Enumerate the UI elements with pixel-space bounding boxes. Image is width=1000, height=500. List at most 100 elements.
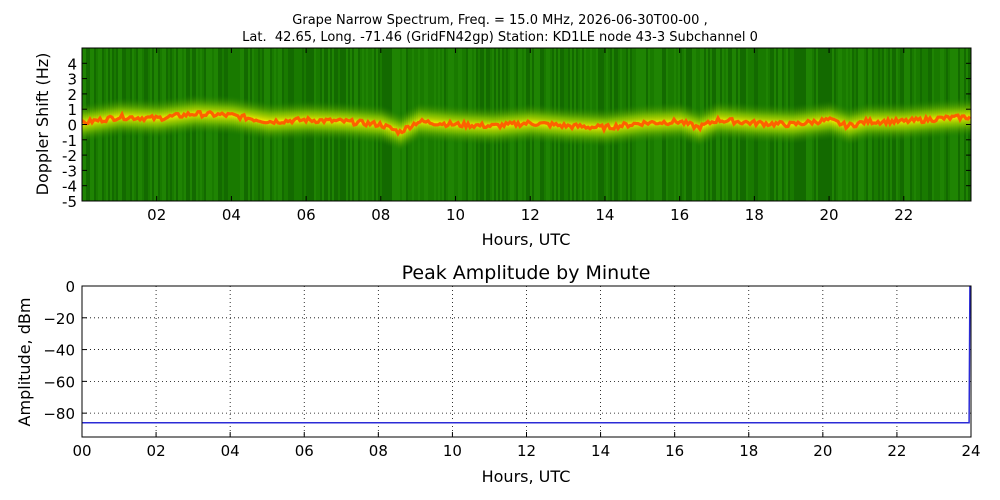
spectrogram-band-slice: [600, 107, 603, 148]
spectrogram-band-slice: [574, 106, 577, 147]
spectrogram-band-slice: [102, 99, 105, 140]
spectrogram-band-slice: [434, 102, 437, 143]
spectrogram-band-slice: [832, 100, 835, 141]
spectrogram-band-slice: [786, 104, 789, 145]
spectrogram-band-slice: [872, 101, 875, 142]
amplitude-x-tick-label: 12: [517, 442, 536, 460]
spectrogram-band-slice: [266, 101, 269, 141]
spectrogram-x-tick-label: 02: [147, 206, 166, 224]
amplitude-x-tick-label: 06: [295, 442, 314, 460]
spectrogram-band-slice: [666, 102, 669, 142]
spectrogram-y-tick-label: 0: [67, 117, 77, 135]
spectrogram-x-tick-label: 16: [670, 206, 689, 224]
spectrogram-band-slice: [124, 97, 127, 137]
amplitude-x-tick-label: 24: [961, 442, 980, 460]
amplitude-x-tick-label: 10: [443, 442, 462, 460]
spectrogram-signal-band: [82, 93, 971, 152]
amplitude-y-tick-label: −60: [43, 373, 75, 391]
spectrogram-y-tick-label: 3: [67, 71, 77, 89]
spectrogram-band-slice: [706, 104, 709, 145]
amplitude-x-tick-label: 00: [72, 442, 91, 460]
spectrogram-band-slice: [534, 103, 537, 144]
spectrogram-x-tick-label: 10: [446, 206, 465, 224]
spectrogram-band-slice: [338, 101, 341, 142]
spectrogram-band-slice: [854, 104, 857, 145]
amplitude-x-tick-label: 08: [369, 442, 388, 460]
amplitude-series-line: [82, 286, 971, 424]
spectrogram-band-slice: [406, 108, 409, 149]
spectrogram-y-tick-label: 2: [67, 86, 77, 104]
amplitude-chart-title: Peak Amplitude by Minute: [402, 262, 651, 284]
spectrogram-band-slice: [296, 100, 299, 141]
spectrogram-band-slice: [264, 100, 267, 141]
amplitude-panel: Peak Amplitude by Minute 00 02 04 06 08 10 12 1…: [15, 262, 981, 486]
spectrogram-x-tick-label: 14: [595, 206, 614, 224]
amplitude-y-tick-label: −20: [43, 310, 75, 328]
amplitude-y-tick-label: −40: [43, 342, 75, 360]
amplitude-y-axis-label: Amplitude, dBm: [15, 298, 34, 427]
spectrogram-band-slice: [484, 105, 487, 146]
spectrogram-band-slice: [280, 101, 283, 141]
spectrogram-band-slice: [922, 100, 925, 140]
spectrogram-band-slice: [260, 100, 263, 140]
spectrogram-band-slice: [162, 97, 165, 138]
spectrogram-band-slice: [702, 106, 705, 146]
amplitude-y-axis: 0 −20 −40 −60 −80: [43, 278, 87, 423]
spectrogram-band-slice: [460, 104, 463, 145]
spectrogram-y-tick-label: -3: [62, 162, 77, 180]
spectrogram-peak-trace: [82, 109, 971, 137]
spectrogram-band-slice: [242, 97, 245, 137]
amplitude-x-axis: 00 02 04 06 08 10 12 14 16 18 20 22 24: [72, 432, 981, 460]
amplitude-series: [82, 286, 971, 424]
spectrogram-band-slice: [730, 101, 733, 141]
spectrogram-band-slice: [104, 99, 107, 140]
spectrogram-band-slice: [208, 94, 211, 135]
amplitude-x-tick-label: 04: [221, 442, 240, 460]
spectrogram-band-slice: [612, 106, 615, 147]
spectrogram-band-slice: [436, 103, 439, 143]
spectrogram-y-tick-label: -5: [62, 193, 77, 211]
spectrogram-band-slice: [790, 104, 793, 145]
spectrogram-band-slice: [116, 97, 119, 138]
spectrogram-band-slice: [198, 94, 201, 134]
spectrogram-band-slice: [376, 104, 379, 144]
spectrogram-band-slice: [360, 102, 363, 143]
spectrogram-x-axis-label: Hours, UTC: [482, 230, 571, 249]
spectrogram-x-tick-label: 18: [745, 206, 764, 224]
spectrogram-x-tick-label: 20: [820, 206, 839, 224]
spectrogram-x-tick-label: 06: [297, 206, 316, 224]
spectrogram-y-axis-label: Doppler Shift (Hz): [33, 53, 52, 196]
spectrogram-x-tick-label: 12: [521, 206, 540, 224]
spectrogram-band-slice: [174, 96, 177, 137]
spectrogram-band-slice: [668, 102, 671, 142]
spectrogram-band-slice: [126, 97, 129, 138]
spectrogram-band-slice: [610, 107, 613, 147]
spectrogram-band-slice: [262, 100, 265, 141]
amplitude-x-axis-label: Hours, UTC: [482, 467, 571, 486]
spectrogram-band-slice: [134, 97, 137, 138]
spectrogram-x-tick-label: 22: [894, 206, 913, 224]
spectrogram-band-slice: [966, 97, 969, 137]
amplitude-plot-area: [82, 286, 971, 437]
spectrogram-band-slice: [114, 97, 117, 138]
spectrogram-x-axis: 02 04 06 08 10 12 14 16 18 20 22: [147, 48, 913, 224]
spectrogram-band-slice: [932, 99, 935, 140]
amplitude-x-tick-label: 18: [739, 442, 758, 460]
spectrogram-band-slice: [954, 97, 957, 138]
spectrogram-band-slice: [780, 104, 783, 144]
amplitude-y-tick-label: −80: [43, 405, 75, 423]
spectrogram-y-tick-label: 4: [67, 55, 77, 73]
amplitude-x-tick-label: 02: [147, 442, 166, 460]
amplitude-x-tick-label: 16: [665, 442, 684, 460]
spectrogram-band-slice: [934, 99, 937, 139]
spectrogram-band-slice: [606, 107, 609, 148]
amplitude-x-tick-label: 22: [887, 442, 906, 460]
spectrogram-band-slice: [278, 101, 281, 141]
spectrogram-band-slice: [792, 104, 795, 145]
spectrogram-band-slice: [382, 105, 385, 145]
spectrogram-band-slice: [316, 100, 319, 141]
spectrogram-band-slice: [874, 101, 877, 142]
